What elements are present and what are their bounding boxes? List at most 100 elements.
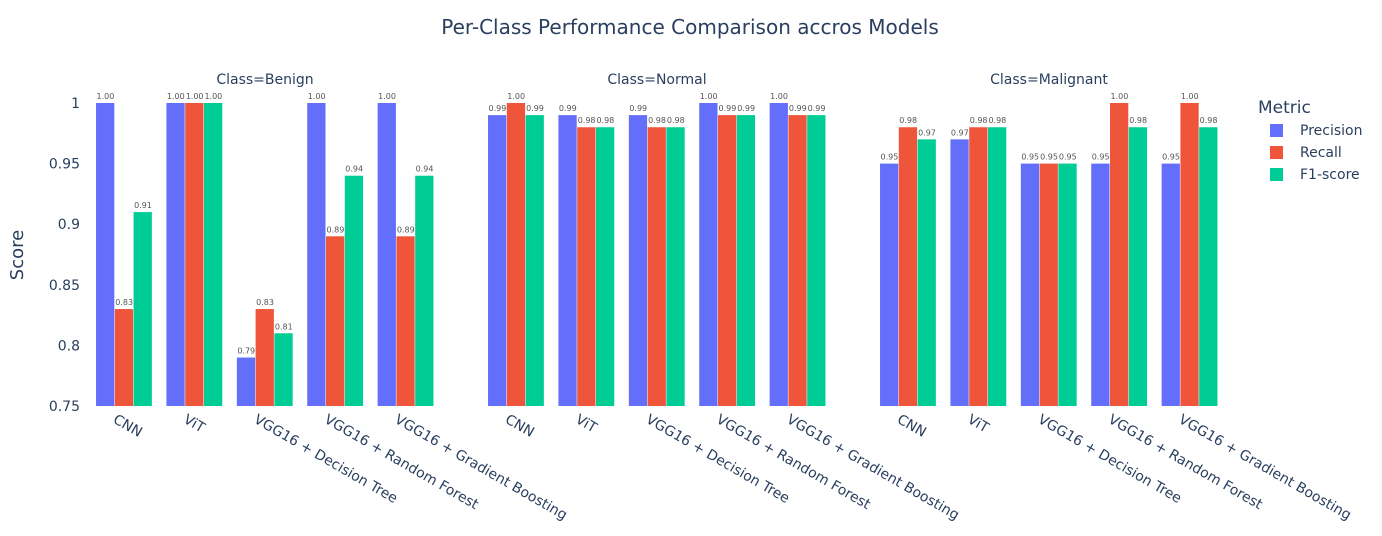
bar-precision [1020,163,1040,406]
bar-precision [628,115,648,407]
bar-f1-score [1058,163,1077,406]
bar-precision [166,103,185,406]
data-label: 1.00 [1110,92,1128,101]
legend-title: Metric [1258,98,1311,118]
bar-recall [1039,163,1058,406]
bar-precision [558,115,577,407]
bar-recall [506,103,526,406]
bar-precision [488,115,507,407]
bar-recall [185,103,204,406]
legend-swatch [1270,168,1283,181]
data-label: 1.00 [1181,92,1199,101]
facet-title: Class=Malignant [990,72,1108,88]
data-label: 0.95 [1092,153,1110,162]
bar-recall [114,309,134,406]
data-label: 0.95 [1040,153,1058,162]
bar-precision [699,103,718,406]
bar-recall [788,115,807,407]
x-tick-label: ViT [181,412,208,437]
bar-recall [255,309,274,406]
bar-f1-score [525,115,544,407]
y-tick-label: 0.75 [49,399,80,415]
bar-recall [647,127,666,407]
data-label: 1.00 [167,92,185,101]
chart-title: Per-Class Performance Comparison accros … [441,15,939,39]
bar-recall [577,127,596,407]
legend-swatch [1270,146,1283,159]
bar-recall [718,115,737,407]
data-label: 0.98 [596,116,614,125]
bar-precision [307,103,326,406]
data-label: 0.83 [256,298,274,307]
bar-precision [96,103,115,406]
data-label: 0.97 [951,128,969,137]
y-axis-title: Score [7,230,28,280]
data-label: 0.99 [559,104,577,113]
bar-recall [396,236,415,406]
data-label: 0.98 [578,116,596,125]
bar-f1-score [415,175,434,406]
data-label: 0.95 [1021,153,1039,162]
bar-precision [1091,163,1110,406]
data-label: 1.00 [770,92,788,101]
x-tick-label: ViT [965,412,992,437]
bar-f1-score [807,115,826,407]
data-label: 0.98 [899,116,917,125]
x-tick-label: ViT [573,412,600,437]
data-label: 0.94 [416,165,434,174]
data-label: 0.79 [237,347,255,356]
plot-area: 0.75 0.8 0.85 0.9 0.95 1 Class=Benign 1.00 0.83 0… [49,72,1354,524]
data-label: 0.91 [134,201,152,210]
bar-precision [236,357,256,406]
x-tick-label: CNN [110,412,145,441]
data-label: 0.94 [345,165,363,174]
legend-label: Recall [1300,145,1342,161]
data-label: 0.99 [526,104,544,113]
data-label: 0.99 [808,104,826,113]
data-label: 0.97 [918,128,936,137]
bar-recall [898,127,918,407]
data-label: 0.99 [718,104,736,113]
legend-label: Precision [1300,123,1362,139]
y-tick-label: 0.95 [49,157,80,173]
bar-precision [950,139,969,407]
data-label: 0.83 [115,298,133,307]
data-label: 0.98 [1129,116,1147,125]
data-label: 0.89 [397,225,415,234]
data-label: 0.95 [1162,153,1180,162]
data-label: 1.00 [204,92,222,101]
bar-f1-score [736,115,756,407]
bar-f1-score [987,127,1007,407]
data-label: 1.00 [507,92,525,101]
data-label: 0.89 [326,225,344,234]
data-label: 0.98 [970,116,988,125]
bar-f1-score [344,175,364,406]
bar-f1-score [274,333,293,406]
bar-f1-score [595,127,615,407]
y-tick-label: 0.8 [58,338,80,354]
y-tick-label: 0.85 [49,278,80,294]
bar-recall [969,127,988,407]
data-label: 0.99 [629,104,647,113]
data-label: 1.00 [700,92,718,101]
bar-precision [880,163,899,406]
bar-f1-score [203,103,223,406]
y-tick-label: 0.9 [58,217,80,233]
y-tick-label: 1 [71,96,80,112]
data-label: 0.98 [648,116,666,125]
data-label: 0.95 [881,153,899,162]
legend-swatch [1270,124,1283,137]
data-label: 0.98 [1200,116,1218,125]
data-label: 0.99 [489,104,507,113]
bar-precision [769,103,788,406]
data-label: 0.98 [988,116,1006,125]
bar-f1-score [917,139,936,407]
bar-f1-score [1199,127,1218,407]
bar-f1-score [666,127,685,407]
bar-precision [377,103,396,406]
facet-title: Class=Benign [216,72,313,88]
data-label: 0.95 [1059,153,1077,162]
data-label: 0.99 [737,104,755,113]
